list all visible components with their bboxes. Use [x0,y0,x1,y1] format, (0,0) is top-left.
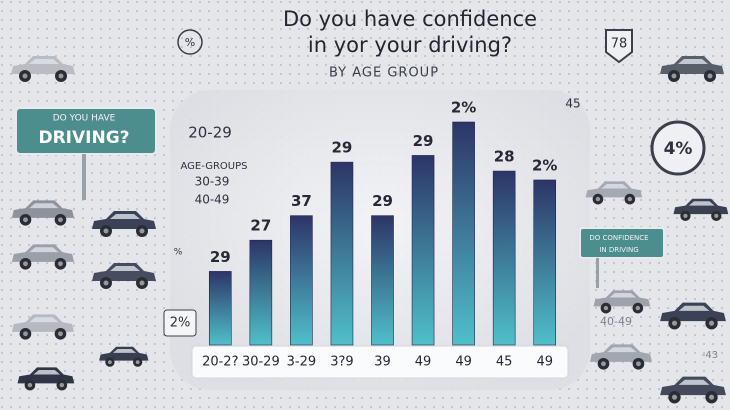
x-tick-label: 49 [536,355,553,370]
annotation: 40-49 [195,193,230,207]
data-label: 29 [372,192,393,210]
road-sign [579,227,665,259]
x-tick-label: 39 [374,355,391,370]
bar [533,179,557,346]
data-label: 28 [494,148,515,166]
annotation: 30-39 [195,175,230,189]
chart-caption: BY AGE GROUP [329,66,439,81]
bar [249,239,273,346]
x-tick-label: 30-29 [242,355,280,370]
bar [452,121,475,346]
bar [208,271,232,346]
annotation: 2% [170,316,191,331]
x-tick-label: 49 [455,355,472,370]
data-label: 29 [413,132,434,150]
data-label: 37 [291,192,312,210]
annotation: DO CONFIDENCE [589,234,648,242]
annotation: 40-49 [600,315,632,328]
annotation: DRIVING? [38,128,129,148]
data-label: 2% [532,156,557,174]
annotation: DO YOU HAVE [53,114,116,124]
badge [650,120,706,176]
annotation: IN DRIVING [599,246,638,254]
sign-post [82,154,86,200]
annotation: 78 [611,37,628,52]
bar [411,155,435,346]
annotation: 20-29 [188,124,232,142]
badge [177,29,203,55]
annotation: -43 [702,350,718,361]
data-label: 29 [332,139,353,157]
bar [492,170,516,346]
annotation: 45 [565,97,580,111]
x-tick-label: 3-29 [287,355,317,370]
chart-title: Do you have confidence [283,7,537,31]
bar [330,161,354,346]
annotation: % [174,248,183,258]
sign-post [596,258,599,288]
annotation: 4% [664,139,693,159]
x-tick-label: 3?9 [330,355,353,370]
annotation: % [185,36,195,49]
badge [163,309,197,337]
annotation: AGE-GROUPS [181,161,248,172]
x-tick-label: 49 [415,355,432,370]
x-tick-label: 20-2? [202,355,238,370]
data-label: 2% [451,99,476,117]
data-label: 29 [210,248,231,266]
chart-subtitle: in yor your driving? [308,33,512,57]
x-tick-label: 45 [496,355,513,370]
bar [371,215,394,346]
axis-panel [191,345,569,379]
badge [605,29,633,64]
bar [290,215,313,346]
data-label: 27 [250,217,271,235]
